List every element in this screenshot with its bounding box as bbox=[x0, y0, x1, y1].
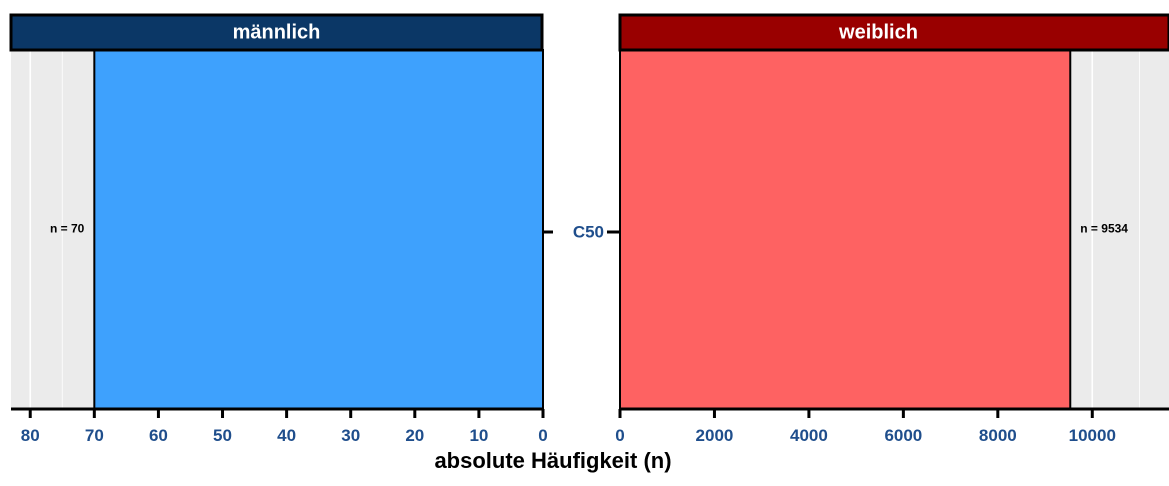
strip-label-male: männlich bbox=[233, 22, 321, 44]
x-tick-label: 8000 bbox=[979, 426, 1017, 445]
x-tick-label: 40 bbox=[277, 426, 296, 445]
x-tick-label: 2000 bbox=[696, 426, 734, 445]
x-tick-label: 6000 bbox=[884, 426, 922, 445]
panel-female: n = 9534 weiblich 0 2000 4000 6000 8000 10000 bbox=[615, 13, 1169, 445]
x-tick-label: 60 bbox=[149, 426, 168, 445]
x-tick-label: 80 bbox=[21, 426, 40, 445]
bar-female bbox=[619, 49, 1072, 410]
x-axis-ticks: 0 2000 4000 6000 8000 10000 bbox=[615, 409, 1116, 445]
x-tick-label: 0 bbox=[538, 426, 547, 445]
strip-female bbox=[618, 13, 1169, 52]
x-tick-label: 20 bbox=[405, 426, 424, 445]
strip-label-female: weiblich bbox=[838, 22, 918, 44]
bar-label-female: n = 9534 bbox=[1080, 222, 1128, 236]
x-tick-label: 70 bbox=[85, 426, 104, 445]
x-tick-label: 10 bbox=[469, 426, 488, 445]
x-tick-label: 50 bbox=[213, 426, 232, 445]
category-label: C50 bbox=[573, 223, 604, 242]
x-axis-title: absolute Häufigkeit (n) bbox=[434, 448, 671, 473]
x-tick-label: 10000 bbox=[1069, 426, 1116, 445]
bar-label-male: n = 70 bbox=[50, 222, 85, 236]
x-tick-label: 30 bbox=[341, 426, 360, 445]
x-tick-label: 0 bbox=[615, 426, 624, 445]
strip-male bbox=[9, 13, 544, 52]
x-axis-ticks: 80 70 60 50 40 30 20 10 0 bbox=[21, 409, 548, 445]
bar-male bbox=[93, 49, 545, 410]
panel-male: n = 70 männlich 80 70 60 50 40 30 20 10 0 bbox=[9, 13, 548, 445]
x-tick-label: 4000 bbox=[790, 426, 828, 445]
